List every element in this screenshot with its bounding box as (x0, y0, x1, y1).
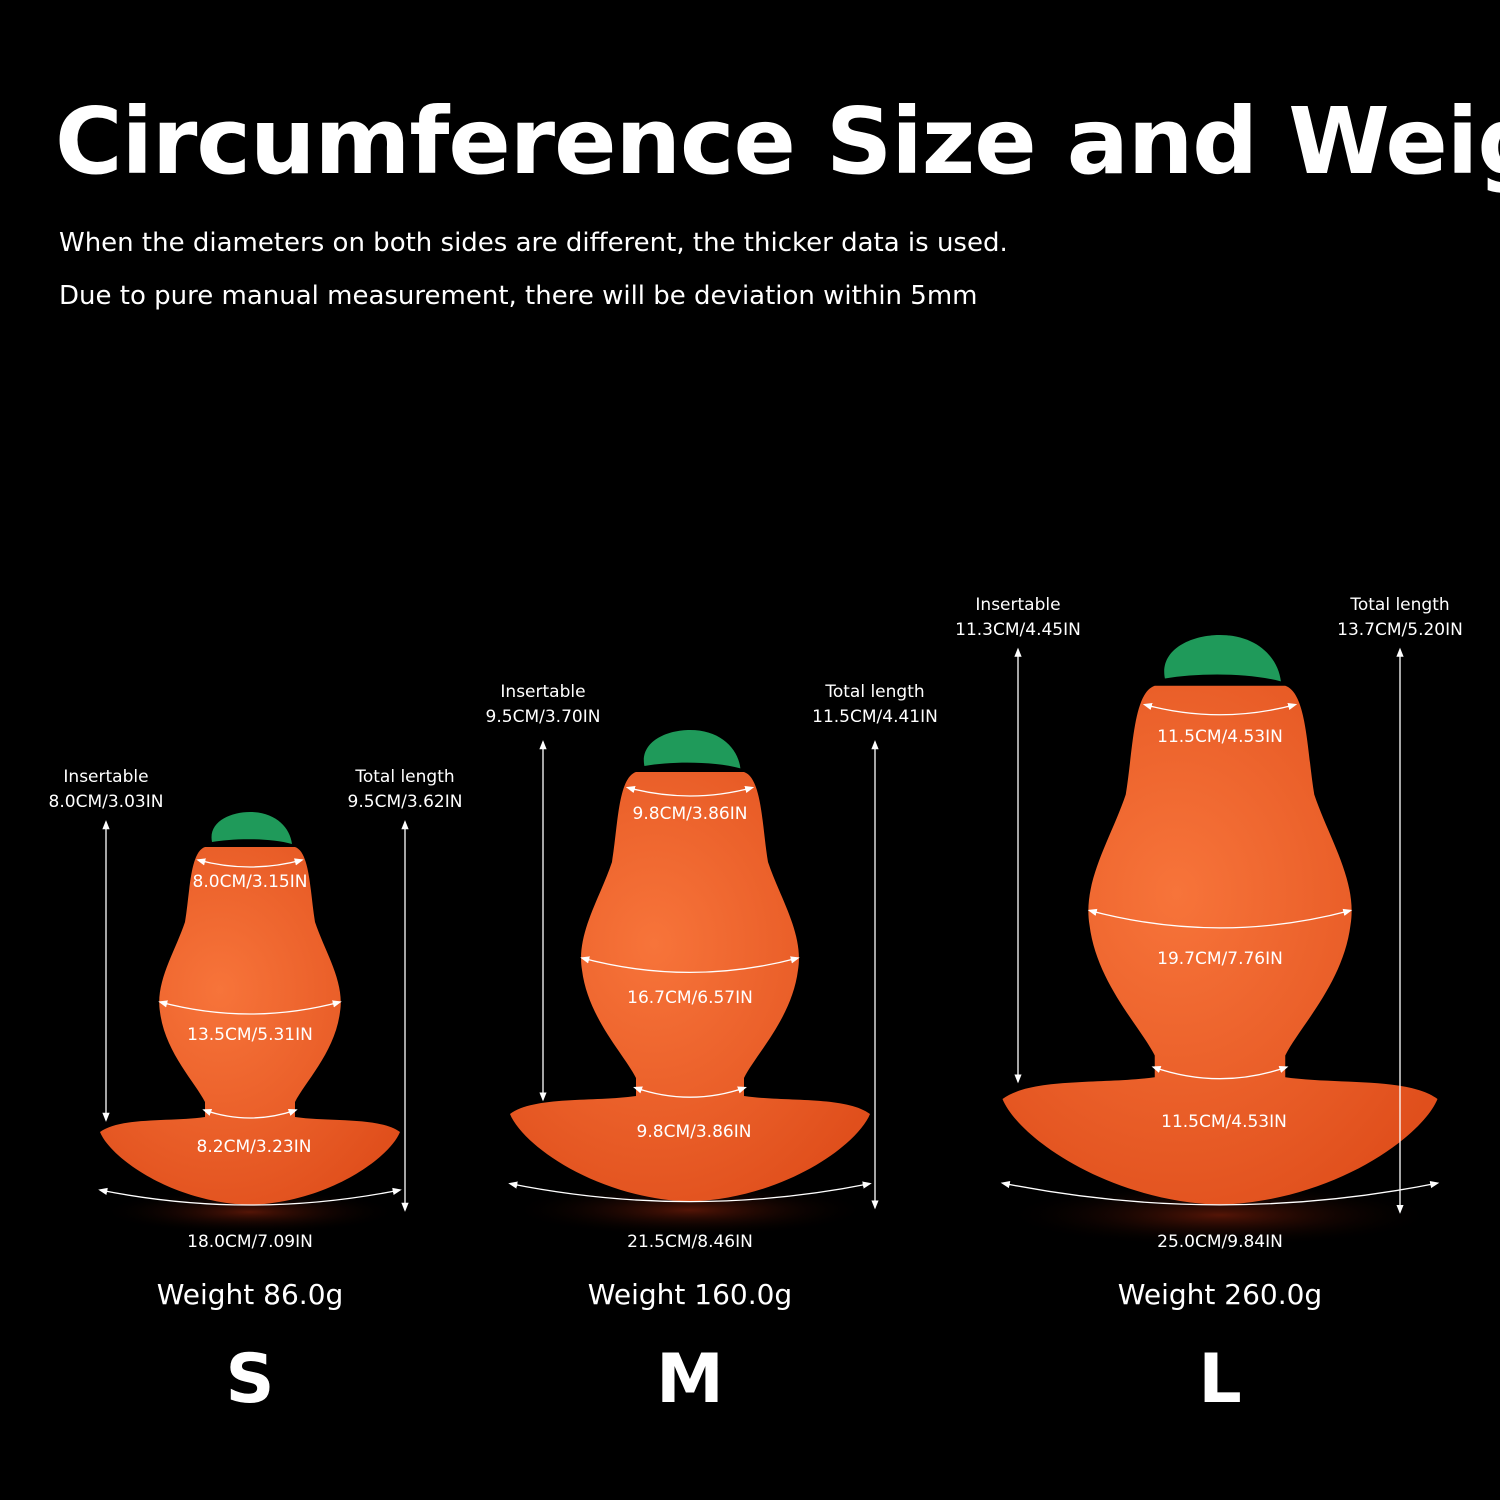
size-letter-l: L (1198, 1340, 1242, 1419)
insertable-value: 11.3CM/4.45IN (955, 620, 1081, 640)
neck-circumference-arc (202, 1108, 298, 1119)
insertable-label-m: Insertable 9.5CM/3.70IN (486, 680, 601, 730)
mid-circumference-arc (580, 956, 800, 973)
total-length-value: 9.5CM/3.62IN (347, 792, 463, 812)
page-title: Circumference Size and Weight (55, 88, 1500, 195)
product-cap (1164, 635, 1281, 682)
total-length-label-m: Total length 11.5CM/4.41IN (812, 680, 938, 730)
top-circumference-arc (625, 785, 755, 797)
neck-circumference-l: 11.5CM/4.53IN (1161, 1111, 1287, 1132)
total-length-caption: Total length (355, 767, 455, 787)
total-length-value: 11.5CM/4.41IN (812, 707, 938, 727)
product-body (1002, 685, 1438, 1205)
product-body (100, 847, 400, 1205)
top-circumference-arc (1142, 702, 1298, 716)
mid-circumference-m: 16.7CM/6.57IN (627, 988, 753, 1008)
note-thicker-data: When the diameters on both sides are dif… (59, 228, 1008, 258)
total-length-caption: Total length (1350, 595, 1450, 615)
product-m (508, 730, 879, 1237)
weight-l: Weight 260.0g (1117, 1278, 1323, 1311)
weight-m: Weight 160.0g (587, 1278, 793, 1311)
total-length-value: 13.7CM/5.20IN (1337, 620, 1463, 640)
base-circumference-arc (1000, 1180, 1440, 1206)
top-circumference-arc (196, 858, 304, 868)
mid-circumference-l: 19.7CM/7.76IN (1157, 949, 1283, 970)
base-circumference-arc (508, 1181, 872, 1203)
weight-s: Weight 86.0g (156, 1278, 344, 1311)
base-circumference-m: 21.5CM/8.46IN (627, 1232, 753, 1252)
base-circumference-arc (98, 1187, 402, 1206)
size-letter-s: S (225, 1340, 275, 1419)
product-cap (211, 812, 292, 844)
mid-circumference-s: 13.5CM/5.31IN (187, 1025, 313, 1045)
mid-circumference-arc (158, 1000, 342, 1015)
neck-circumference-arc (633, 1086, 747, 1098)
neck-circumference-arc (1151, 1066, 1289, 1080)
note-deviation: Due to pure manual measurement, there wi… (59, 281, 978, 311)
neck-circumference-s: 8.2CM/3.23IN (196, 1137, 312, 1157)
insertable-caption: Insertable (975, 595, 1061, 615)
base-circumference-l: 25.0CM/9.84IN (1157, 1232, 1283, 1252)
product-s (98, 812, 409, 1234)
size-letter-m: M (656, 1340, 724, 1419)
insertable-value: 9.5CM/3.70IN (485, 707, 601, 727)
top-circumference-m: 9.8CM/3.86IN (632, 804, 748, 825)
base-circumference-s: 18.0CM/7.09IN (187, 1232, 313, 1252)
insertable-value: 8.0CM/3.03IN (48, 792, 164, 812)
mid-circumference-arc (1087, 908, 1353, 929)
product-cap (643, 730, 741, 769)
product-l (1000, 635, 1440, 1247)
top-circumference-l: 11.5CM/4.53IN (1157, 727, 1283, 748)
total-length-label-l: Total length 13.7CM/5.20IN (1337, 593, 1463, 643)
insertable-label-s: Insertable 8.0CM/3.03IN (49, 765, 164, 815)
insertable-label-l: Insertable 11.3CM/4.45IN (955, 593, 1081, 643)
total-length-label-s: Total length 9.5CM/3.62IN (348, 765, 463, 815)
product-body (510, 772, 870, 1202)
top-circumference-s: 8.0CM/3.15IN (192, 872, 308, 892)
insertable-caption: Insertable (500, 682, 586, 702)
insertable-caption: Insertable (63, 767, 149, 787)
neck-circumference-m: 9.8CM/3.86IN (636, 1122, 752, 1143)
total-length-caption: Total length (825, 682, 925, 702)
